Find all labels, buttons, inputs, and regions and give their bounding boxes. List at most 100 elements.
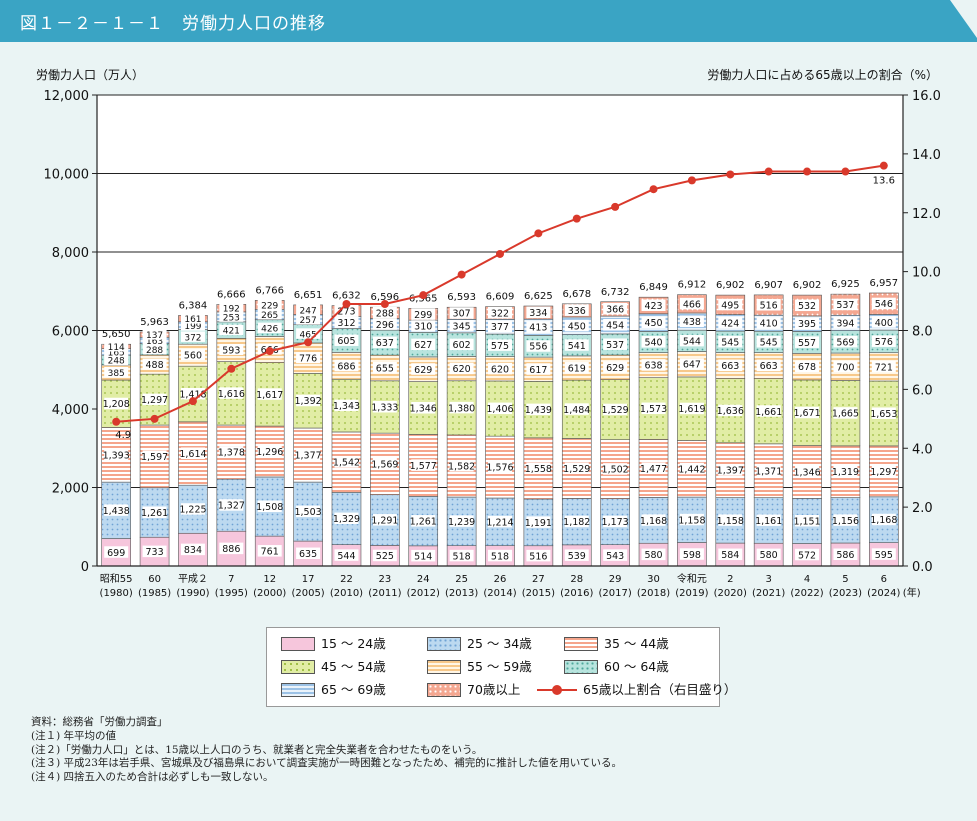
segment-label-bg — [833, 316, 858, 329]
segment-label-bg — [641, 514, 666, 526]
x-tick-label: 25 — [455, 574, 468, 585]
segment-label: 163 — [146, 337, 163, 347]
bar-total-label: 6,609 — [486, 292, 515, 303]
segment-label: 1,261 — [141, 508, 168, 519]
segment-label: 544 — [337, 551, 355, 562]
legend-label: 15 ～ 24歳 — [321, 636, 386, 651]
segment-label-bg — [219, 387, 244, 399]
segment-label: 1,173 — [602, 517, 629, 528]
legend-swatch-35-44 — [564, 637, 598, 651]
segment-label-bg — [142, 343, 167, 355]
segment-label: 545 — [760, 337, 778, 348]
y2-tick-label: 8.0 — [912, 325, 933, 340]
segment-label-bg — [411, 459, 436, 471]
segment-label-bg — [334, 304, 359, 317]
legend-swatch-65-69 — [281, 683, 315, 697]
segment-label-bg — [142, 393, 167, 406]
segment-label-bg — [679, 315, 704, 328]
segment-label: 1,329 — [333, 514, 360, 525]
segment-label: 1,477 — [640, 464, 667, 475]
segment-label: 1,168 — [640, 516, 667, 527]
segment-label-bg — [257, 299, 282, 310]
segment-label-bg — [641, 462, 666, 474]
segment-label-bg — [795, 299, 820, 312]
segment-label: 1,182 — [563, 517, 590, 528]
ratio-point — [112, 417, 121, 426]
segment-label: 586 — [836, 550, 854, 561]
segment-label: 834 — [184, 545, 202, 556]
segment-label-bg — [488, 306, 512, 319]
y2-tick-label: 0.0 — [912, 560, 933, 575]
x-axis-unit: (年) — [903, 586, 921, 599]
ratio-point — [764, 167, 773, 176]
segment-label-bg — [756, 335, 781, 348]
segment-label-bg — [180, 331, 205, 342]
segment-label: 584 — [721, 550, 739, 561]
ratio-point — [227, 364, 236, 373]
segment-label-bg — [795, 317, 820, 330]
x-tick-year: (1980) — [100, 588, 133, 599]
segment-label: 733 — [146, 547, 164, 558]
x-tick-label: 12 — [263, 574, 276, 585]
x-tick-year: (2014) — [483, 588, 516, 599]
segment-label: 1,529 — [563, 464, 590, 475]
ratio-point — [534, 229, 543, 238]
segment-label: 395 — [798, 319, 816, 330]
x-tick-label: 29 — [609, 574, 622, 585]
ratio-point — [496, 249, 504, 258]
segment-label: 595 — [875, 550, 893, 561]
segment-label-bg — [488, 402, 512, 415]
segment-label: 248 — [108, 357, 125, 367]
segment-label-bg — [679, 402, 704, 415]
segment-label-bg — [871, 465, 896, 477]
segment-label: 394 — [836, 318, 854, 329]
segment-label-bg — [871, 548, 896, 560]
ratio-first-label: 4.9 — [115, 430, 131, 441]
segment-label-bg — [372, 400, 397, 413]
legend-label: 35 ～ 44歳 — [604, 636, 669, 651]
segment-label: 543 — [606, 551, 624, 562]
bar-total-label: 6,666 — [217, 289, 246, 300]
legend-label: 70歳以上 — [467, 682, 521, 697]
segment-label-bg — [488, 362, 512, 375]
segment-label: 516 — [529, 551, 547, 562]
segment-label-bg — [104, 354, 129, 366]
segment-label: 299 — [414, 310, 432, 321]
segment-label: 1,418 — [179, 390, 206, 401]
y2-tick-label: 16.0 — [912, 89, 941, 104]
segment-label: 137 — [146, 331, 163, 341]
segment-label: 366 — [606, 304, 624, 315]
bar-total-label: 6,902 — [793, 280, 822, 291]
x-tick-label: 令和元 — [677, 572, 707, 585]
segment-label: 312 — [337, 318, 355, 329]
segment-label-bg — [296, 304, 321, 315]
segment-label: 620 — [453, 364, 471, 375]
segment-label: 1,327 — [218, 501, 245, 512]
segment-label-bg — [257, 388, 282, 400]
segment-label-bg — [833, 465, 858, 478]
segment-label: 556 — [529, 342, 547, 353]
legend-label: 65 ～ 69歳 — [321, 682, 386, 697]
segment-label: 1,319 — [832, 467, 859, 478]
title-banner-shape — [0, 0, 977, 42]
title-banner: 図１－２－１－１ 労働力人口の推移 — [0, 0, 977, 42]
segment-label: 377 — [491, 322, 509, 333]
segment-label-bg — [449, 338, 474, 351]
x-tick-label: 26 — [494, 574, 507, 585]
x-tick-label: 24 — [417, 574, 430, 585]
segment-label-bg — [718, 359, 743, 372]
segment-label-bg — [795, 514, 820, 527]
y2-axis-title: 労働力人口に占める65歳以上の割合（%） — [707, 67, 938, 82]
segment-label-bg — [795, 548, 820, 561]
segment-label: 1,397 — [717, 466, 744, 477]
segment-label-bg — [372, 457, 397, 470]
segment-label: 265 — [261, 311, 278, 321]
segment-label: 629 — [606, 363, 624, 374]
segment-label: 1,558 — [525, 464, 552, 475]
legend-swatch-15-24 — [281, 637, 315, 651]
segment-label: 560 — [184, 351, 202, 362]
segment-label-bg — [756, 405, 781, 417]
segment-label-bg — [104, 448, 129, 461]
segment-label-bg — [564, 462, 589, 474]
segment-label-bg — [603, 338, 628, 350]
